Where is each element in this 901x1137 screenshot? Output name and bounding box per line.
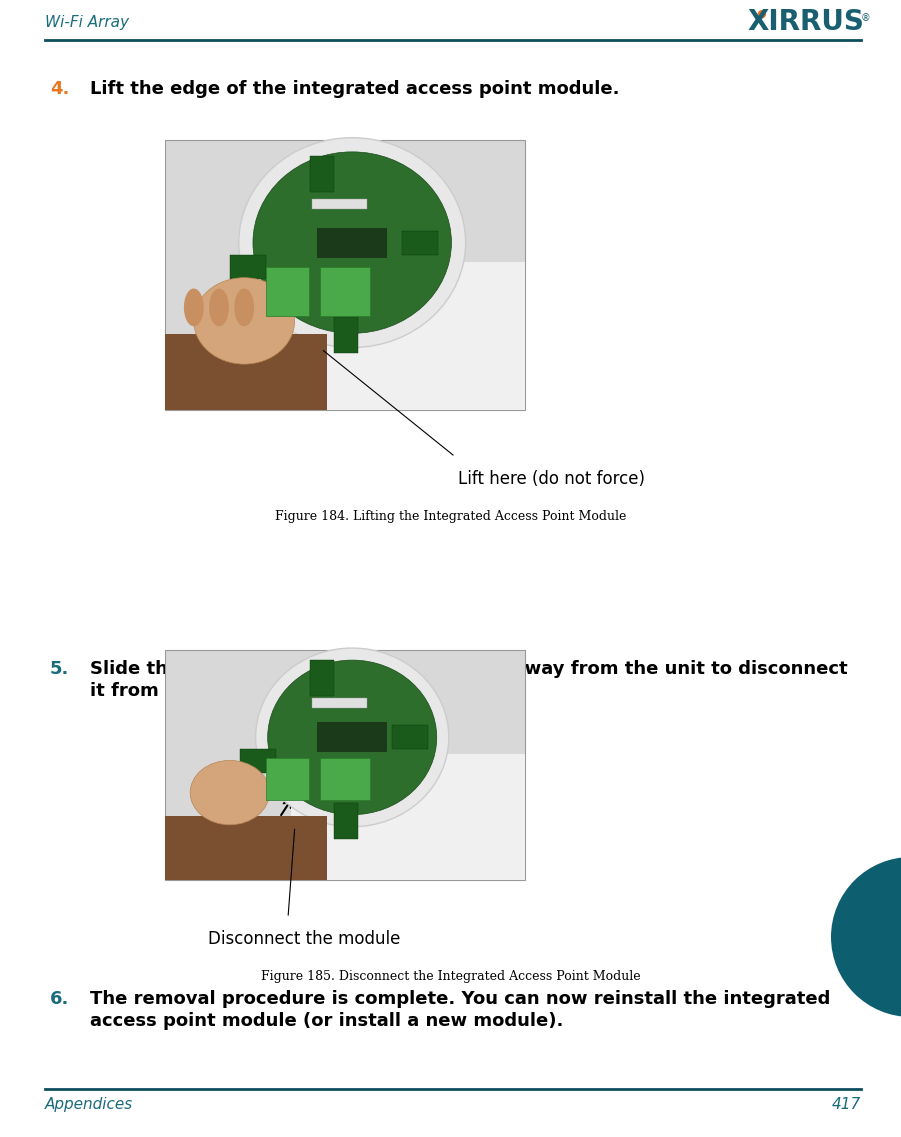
Text: Appendices: Appendices [45,1097,133,1112]
Text: Disconnect the module: Disconnect the module [208,930,401,948]
Bar [313,199,368,208]
Bar [402,231,438,255]
Text: Lift here (do not force): Lift here (do not force) [458,470,645,488]
Bar [230,255,266,279]
Text: it from the main system board.: it from the main system board. [90,682,405,700]
Ellipse shape [194,277,295,364]
Bar [241,749,277,773]
Text: ®: ® [860,13,870,23]
Bar [165,650,525,880]
Text: 417: 417 [832,1097,861,1112]
Bar [313,698,368,708]
Bar [291,754,525,880]
Bar [165,140,525,410]
Text: Slide the integrated access point module away from the unit to disconnect: Slide the integrated access point module… [90,659,848,678]
Ellipse shape [209,289,229,326]
Bar [310,156,334,192]
Text: Lift the edge of the integrated access point module.: Lift the edge of the integrated access p… [90,80,620,98]
Ellipse shape [268,661,437,815]
Text: 4.: 4. [50,80,69,98]
Text: Figure 185. Disconnect the Integrated Access Point Module: Figure 185. Disconnect the Integrated Ac… [260,970,641,984]
Bar [392,725,428,749]
Bar [165,334,327,410]
Bar [310,661,334,696]
Ellipse shape [239,138,466,348]
Bar [317,227,387,258]
Text: The removal procedure is complete. You can now reinstall the integrated: The removal procedure is complete. You c… [90,990,831,1009]
Text: 6.: 6. [50,990,69,1009]
Bar [317,722,387,753]
FancyBboxPatch shape [266,267,309,315]
FancyBboxPatch shape [320,758,370,799]
Text: 5.: 5. [50,659,69,678]
Text: ●: ● [757,9,766,19]
Text: Wi-Fi Array: Wi-Fi Array [45,15,129,30]
Text: Figure 184. Lifting the Integrated Access Point Module: Figure 184. Lifting the Integrated Acces… [275,511,626,523]
Bar [334,317,359,352]
FancyBboxPatch shape [266,758,309,799]
FancyBboxPatch shape [320,267,370,315]
Text: access point module (or install a new module).: access point module (or install a new mo… [90,1012,563,1030]
Bar [165,815,327,880]
Ellipse shape [256,648,449,827]
Bar [334,803,359,838]
Text: XIRRUS: XIRRUS [748,8,865,36]
Ellipse shape [253,152,451,333]
Ellipse shape [190,761,269,824]
Ellipse shape [234,289,254,326]
Ellipse shape [184,289,204,326]
Ellipse shape [831,857,901,1016]
Bar [291,262,525,410]
